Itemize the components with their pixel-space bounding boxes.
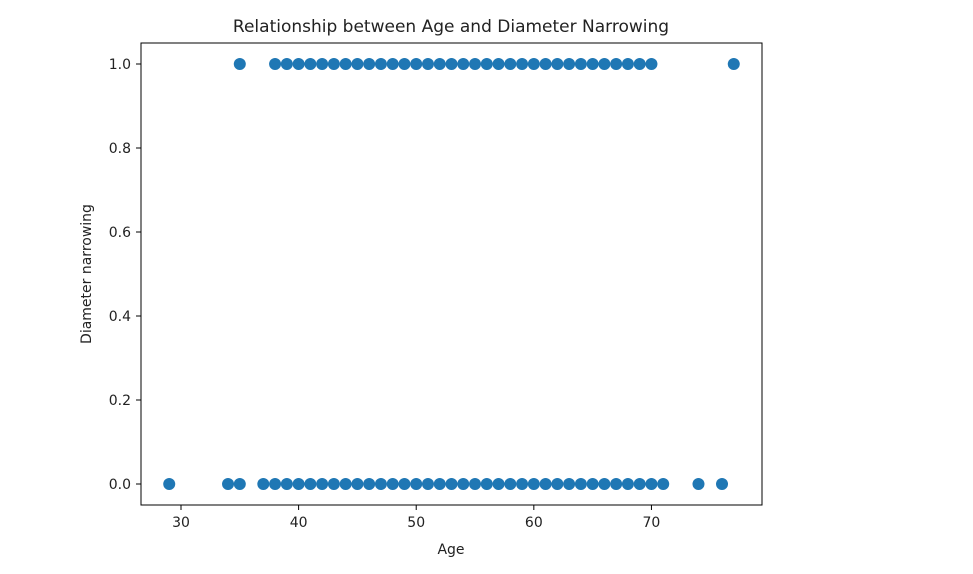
y-tick-label: 0.6 <box>109 225 131 241</box>
data-point <box>633 58 646 70</box>
data-point <box>445 58 458 70</box>
data-point <box>363 58 376 70</box>
data-point <box>233 58 246 70</box>
data-point <box>657 478 670 490</box>
data-point <box>574 58 587 70</box>
data-point <box>727 58 740 70</box>
data-point <box>457 58 470 70</box>
data-point <box>327 478 340 490</box>
data-point <box>551 478 564 490</box>
data-point <box>280 478 293 490</box>
data-point <box>492 478 505 490</box>
data-point <box>257 478 270 490</box>
data-point <box>621 478 634 490</box>
data-point <box>469 478 482 490</box>
y-tick-label: 0.4 <box>109 309 131 325</box>
data-point <box>304 58 317 70</box>
data-point <box>598 478 611 490</box>
data-point <box>398 478 411 490</box>
data-point <box>233 478 246 490</box>
x-tick-label: 50 <box>407 515 425 531</box>
x-axis-label: Age <box>437 542 464 558</box>
data-point <box>351 478 364 490</box>
data-point <box>269 478 282 490</box>
data-point <box>339 478 352 490</box>
x-tick-label: 30 <box>172 515 190 531</box>
data-point <box>692 478 705 490</box>
data-point <box>163 478 176 490</box>
data-point <box>469 58 482 70</box>
data-point <box>716 478 729 490</box>
data-point <box>386 478 399 490</box>
y-axis-ticks: 0.0 0.2 0.4 0.6 0.8 1.0 <box>109 57 141 493</box>
data-point <box>421 58 434 70</box>
y-tick-label: 0.2 <box>109 393 131 409</box>
x-tick-label: 60 <box>525 515 543 531</box>
data-point <box>280 58 293 70</box>
y-axis-label: Diameter narrowing <box>79 204 95 344</box>
data-point <box>339 58 352 70</box>
data-point <box>480 58 493 70</box>
x-axis-ticks: 30 40 50 60 70 <box>172 505 660 531</box>
data-point <box>304 478 317 490</box>
data-point <box>621 58 634 70</box>
data-point <box>504 478 517 490</box>
data-point <box>351 58 364 70</box>
data-point <box>421 478 434 490</box>
data-point <box>574 478 587 490</box>
data-point <box>398 58 411 70</box>
data-point <box>269 58 282 70</box>
data-point <box>316 478 329 490</box>
data-point <box>292 58 305 70</box>
data-point <box>492 58 505 70</box>
data-point <box>374 58 387 70</box>
data-point <box>445 478 458 490</box>
data-point <box>386 58 399 70</box>
data-point <box>327 58 340 70</box>
data-point <box>610 478 623 490</box>
data-point <box>457 478 470 490</box>
y-tick-label: 1.0 <box>109 57 131 73</box>
data-point <box>374 478 387 490</box>
data-point <box>516 58 529 70</box>
data-point <box>527 478 540 490</box>
data-point <box>563 58 576 70</box>
data-point <box>504 58 517 70</box>
y-tick-label: 0.8 <box>109 141 131 157</box>
data-point <box>586 58 599 70</box>
data-point <box>433 478 446 490</box>
data-point <box>222 478 235 490</box>
data-point <box>539 58 552 70</box>
data-point <box>410 478 423 490</box>
data-point <box>563 478 576 490</box>
data-point <box>316 58 329 70</box>
data-point <box>433 58 446 70</box>
data-point <box>610 58 623 70</box>
data-point <box>539 478 552 490</box>
points-layer <box>163 58 740 490</box>
data-point <box>645 478 658 490</box>
data-point <box>292 478 305 490</box>
data-point <box>480 478 493 490</box>
data-point <box>410 58 423 70</box>
data-point <box>363 478 376 490</box>
data-point <box>633 478 646 490</box>
plot-area-frame <box>140 42 763 506</box>
data-point <box>516 478 529 490</box>
x-tick-label: 70 <box>643 515 661 531</box>
chart-title: Relationship between Age and Diameter Na… <box>233 17 669 37</box>
data-point <box>645 58 658 70</box>
y-tick-label: 0.0 <box>109 477 131 493</box>
data-point <box>598 58 611 70</box>
data-point <box>586 478 599 490</box>
x-tick-label: 40 <box>290 515 308 531</box>
data-point <box>527 58 540 70</box>
data-point <box>551 58 564 70</box>
